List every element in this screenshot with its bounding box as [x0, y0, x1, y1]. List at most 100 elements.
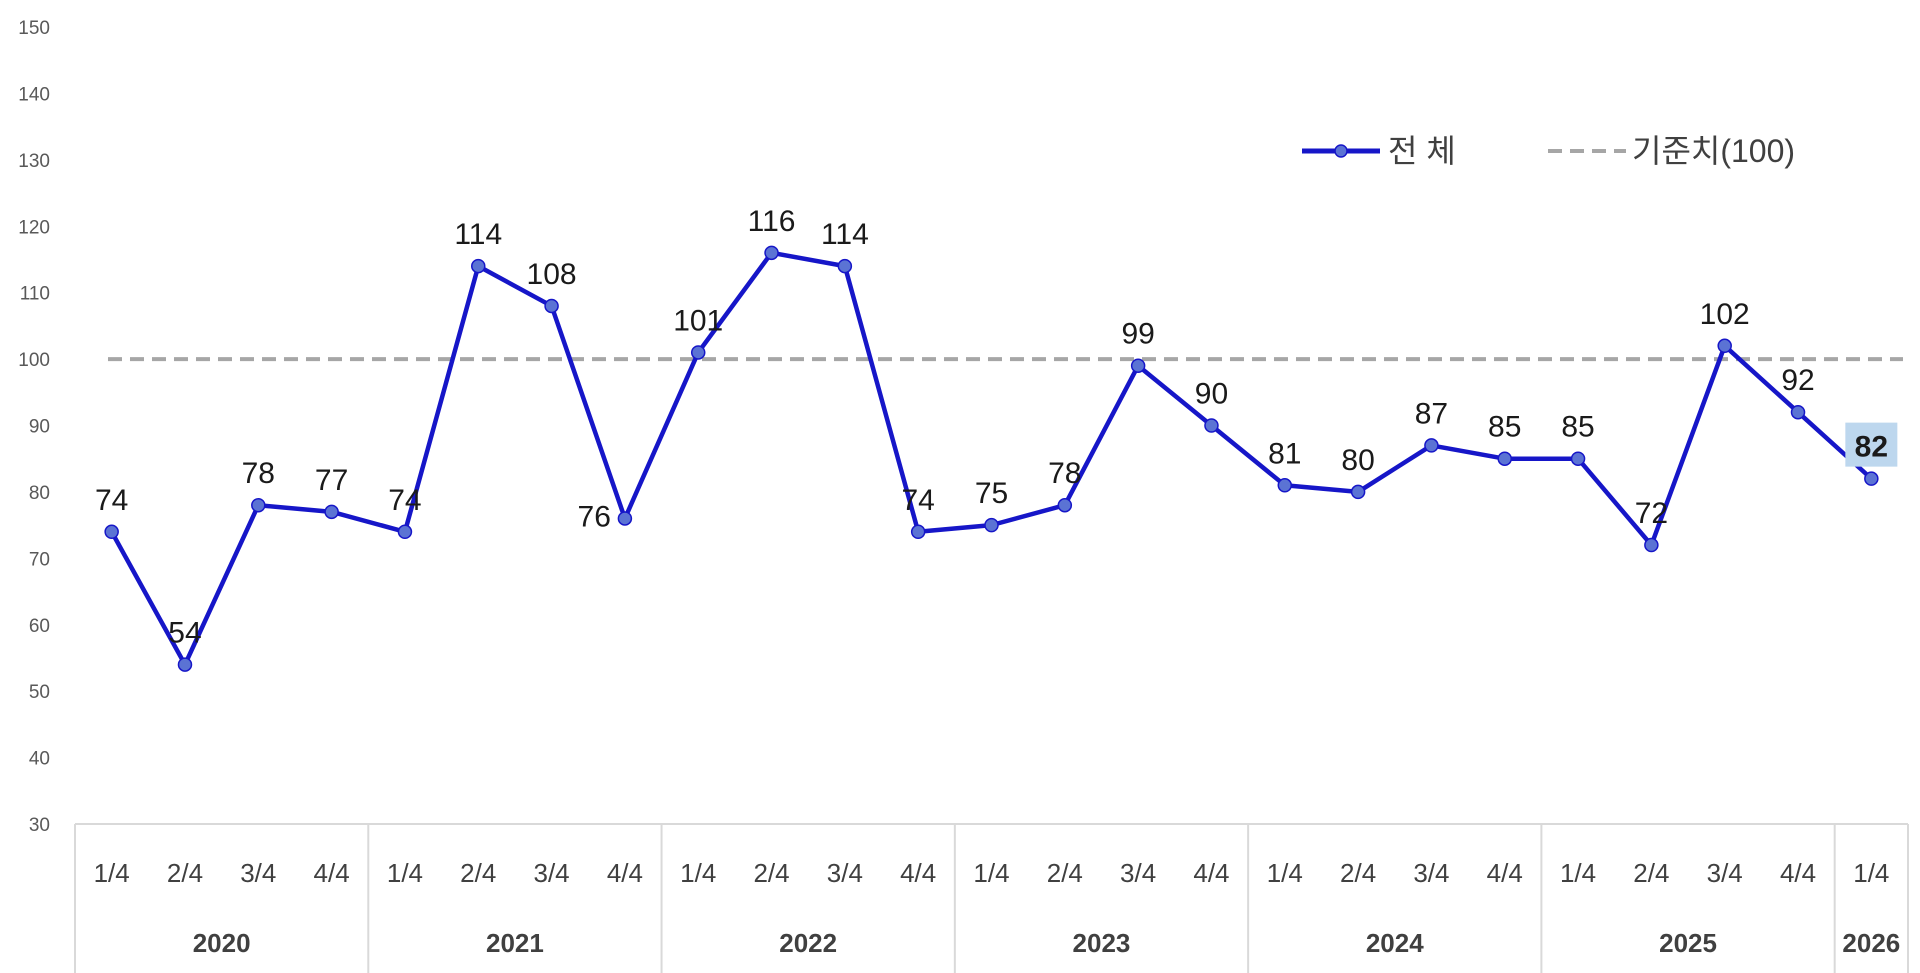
- y-tick-label: 70: [29, 549, 50, 570]
- data-label: 87: [1415, 397, 1448, 430]
- x-quarter-label: 4/4: [1193, 858, 1229, 888]
- x-quarter-label: 4/4: [607, 858, 643, 888]
- x-year-label: 2020: [193, 928, 251, 958]
- x-quarter-label: 2/4: [1633, 858, 1669, 888]
- x-quarter-label: 2/4: [753, 858, 789, 888]
- y-tick-label: 110: [20, 284, 50, 305]
- data-label: 90: [1195, 378, 1228, 411]
- y-tick-label: 150: [18, 18, 50, 39]
- data-label: 101: [673, 304, 723, 337]
- data-point: [324, 504, 339, 520]
- data-label: 77: [315, 464, 348, 497]
- data-label: 85: [1488, 411, 1521, 444]
- x-quarter-label: 4/4: [1487, 858, 1523, 888]
- data-point: [177, 657, 193, 672]
- x-quarter-label: 2/4: [460, 858, 496, 888]
- data-label: 75: [975, 477, 1008, 510]
- data-label: 76: [578, 500, 611, 533]
- data-point: [690, 345, 706, 360]
- y-tick-label: 60: [29, 616, 50, 637]
- data-label: 114: [821, 218, 869, 251]
- data-label: 72: [1635, 497, 1668, 530]
- legend-series-label: 전 체: [1388, 133, 1456, 169]
- data-point: [1057, 497, 1073, 513]
- y-tick-label: 140: [18, 84, 50, 105]
- x-quarter-label: 4/4: [314, 858, 350, 888]
- x-quarter-label: 1/4: [1267, 858, 1303, 888]
- x-quarter-label: 2/4: [167, 858, 203, 888]
- data-point: [617, 511, 633, 526]
- data-label: 102: [1700, 298, 1750, 331]
- x-quarter-label: 4/4: [1780, 858, 1816, 888]
- data-label: 54: [168, 617, 201, 650]
- x-quarter-label: 2/4: [1340, 858, 1376, 888]
- series-line: [109, 250, 1873, 667]
- y-tick-label: 30: [29, 815, 50, 836]
- x-quarter-label: 3/4: [240, 858, 276, 888]
- data-point: [1717, 338, 1732, 354]
- legend-reference-label: 기준치(100): [1632, 133, 1795, 169]
- data-point: [544, 298, 559, 314]
- y-tick-label: 130: [18, 151, 50, 172]
- data-point: [1277, 478, 1293, 493]
- x-year-label: 2022: [779, 928, 837, 958]
- x-quarter-label: 1/4: [94, 858, 130, 888]
- data-label: 108: [527, 258, 577, 291]
- x-quarter-label: 3/4: [1413, 858, 1449, 888]
- x-quarter-label: 3/4: [1707, 858, 1743, 888]
- x-quarter-label: 1/4: [1560, 858, 1596, 888]
- x-quarter-label: 1/4: [387, 858, 423, 888]
- data-point: [471, 258, 486, 274]
- y-tick-label: 50: [29, 682, 50, 703]
- y-tick-label: 120: [18, 217, 50, 238]
- x-quarter-label: 1/4: [1853, 858, 1889, 888]
- data-point: [1790, 404, 1806, 420]
- data-point: [397, 524, 413, 540]
- data-point: [1570, 451, 1586, 466]
- y-tick-label: 80: [29, 483, 50, 504]
- y-axis-ticks: 30 40 50 60 70 80 90 100 110 120 130 140 150: [18, 18, 50, 836]
- data-point: [984, 517, 999, 533]
- data-label: 78: [242, 457, 275, 490]
- data-point: [104, 524, 119, 540]
- data-point: [1864, 471, 1879, 486]
- data-label: 74: [388, 484, 421, 517]
- highlight-label-bg: [1845, 422, 1898, 467]
- x-quarter-label: 3/4: [827, 858, 863, 888]
- data-point: [910, 524, 926, 540]
- legend: 전 체 기준치(100): [1302, 133, 1795, 169]
- data-point: [764, 245, 779, 261]
- data-label: 74: [95, 484, 128, 517]
- x-year-label: 2026: [1842, 928, 1900, 958]
- x-year-label: 2021: [486, 928, 544, 958]
- x-year-label: 2025: [1659, 928, 1717, 958]
- x-quarter-label: 2/4: [1047, 858, 1083, 888]
- x-quarter-label: 3/4: [1120, 858, 1156, 888]
- x-axis: 1/4 2/4 3/4 4/4 1/4 2/4 3/4 4/4 1/4 2/4 3/4 4/4 1/4 2…: [74, 823, 1909, 973]
- x-quarter-label: 1/4: [680, 858, 716, 888]
- data-point: [1350, 484, 1366, 500]
- y-tick-label: 40: [29, 749, 50, 770]
- y-tick-label: 90: [29, 417, 50, 438]
- data-point: [1130, 358, 1146, 373]
- data-label: 114: [454, 218, 502, 251]
- data-label: 78: [1048, 457, 1081, 490]
- legend-series-marker: [1334, 144, 1348, 158]
- series-group: [104, 245, 1879, 672]
- x-quarter-label: 1/4: [973, 858, 1009, 888]
- data-label: 74: [901, 484, 934, 517]
- x-quarter-label: 4/4: [900, 858, 936, 888]
- data-point: [1497, 451, 1512, 466]
- data-point: [1424, 438, 1439, 453]
- data-label: 99: [1121, 318, 1154, 351]
- data-label: 82: [1855, 431, 1888, 464]
- data-label: 81: [1268, 437, 1301, 470]
- data-label: 116: [748, 205, 796, 238]
- data-label: 92: [1781, 364, 1814, 397]
- x-year-label: 2024: [1366, 928, 1424, 958]
- data-point: [251, 497, 266, 513]
- data-point: [837, 258, 853, 274]
- x-quarter-label: 3/4: [534, 858, 570, 888]
- data-point: [1204, 418, 1219, 433]
